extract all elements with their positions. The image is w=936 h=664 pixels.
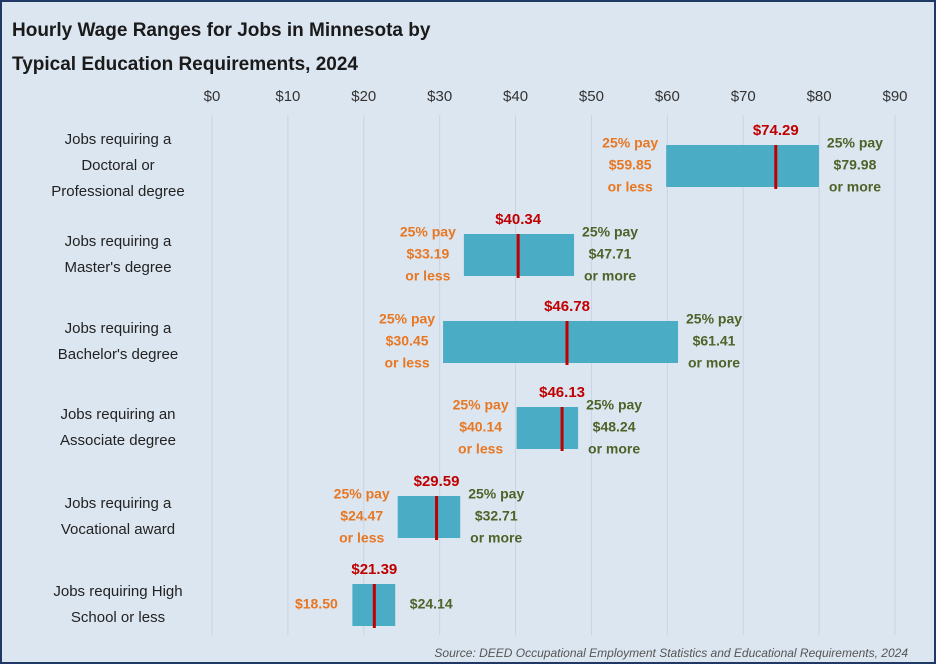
low-label: $30.45 — [386, 333, 429, 349]
median-label: $46.13 — [539, 384, 585, 401]
high-note: 25% pay — [686, 311, 742, 327]
high-note: or more — [470, 530, 522, 546]
x-tick-label: $0 — [204, 88, 221, 105]
category-label: Master's degree — [64, 259, 171, 276]
low-note: or less — [339, 530, 384, 546]
x-tick-label: $80 — [807, 88, 832, 105]
low-label: $59.85 — [609, 157, 652, 173]
x-tick-label: $70 — [731, 88, 756, 105]
range-bar — [516, 407, 579, 449]
high-note: 25% pay — [468, 486, 524, 502]
low-note: 25% pay — [379, 311, 435, 327]
chart-title: Hourly Wage Ranges for Jobs in Minnesota… — [12, 20, 431, 41]
low-note: or less — [385, 355, 430, 371]
category-label: School or less — [71, 609, 165, 626]
category-label: Associate degree — [60, 432, 176, 449]
category-label: Professional degree — [51, 183, 184, 200]
high-note: or more — [688, 355, 740, 371]
high-note: 25% pay — [586, 397, 642, 413]
low-note: 25% pay — [602, 135, 658, 151]
low-note: or less — [405, 268, 450, 284]
low-note: or less — [458, 441, 503, 457]
x-tick-label: $50 — [579, 88, 604, 105]
median-label: $46.78 — [544, 298, 590, 315]
category-label: Jobs requiring High — [53, 583, 182, 600]
category-label: Doctoral or — [81, 157, 154, 174]
median-label: $74.29 — [753, 122, 799, 139]
x-tick-label: $90 — [882, 88, 907, 105]
range-bar — [397, 496, 461, 538]
high-label: $32.71 — [475, 508, 518, 524]
high-note: or more — [588, 441, 640, 457]
low-note: 25% pay — [453, 397, 509, 413]
low-note: or less — [608, 179, 653, 195]
category-label: Bachelor's degree — [58, 346, 178, 363]
category-label: Jobs requiring a — [65, 233, 172, 250]
low-label: $40.14 — [459, 419, 502, 435]
category-label: Jobs requiring a — [65, 320, 172, 337]
low-label: $24.47 — [340, 508, 383, 524]
low-note: 25% pay — [334, 486, 390, 502]
high-label: $79.98 — [834, 157, 877, 173]
median-label: $40.34 — [495, 211, 542, 228]
high-note: or more — [829, 179, 881, 195]
median-label: $29.59 — [414, 473, 460, 490]
category-label: Jobs requiring a — [65, 131, 172, 148]
high-note: 25% pay — [582, 224, 638, 240]
x-tick-label: $40 — [503, 88, 528, 105]
x-tick-label: $30 — [427, 88, 452, 105]
high-label: $24.14 — [410, 596, 453, 612]
chart-title: Typical Education Requirements, 2024 — [12, 54, 358, 75]
high-label: $47.71 — [589, 246, 632, 262]
high-label: $48.24 — [593, 419, 636, 435]
category-label: Jobs requiring a — [65, 495, 172, 512]
range-bar — [443, 321, 679, 363]
high-label: $61.41 — [693, 333, 736, 349]
low-label: $33.19 — [406, 246, 449, 262]
x-tick-label: $60 — [655, 88, 680, 105]
x-tick-label: $20 — [351, 88, 376, 105]
low-note: 25% pay — [400, 224, 456, 240]
category-label: Vocational award — [61, 521, 175, 538]
high-note: 25% pay — [827, 135, 883, 151]
median-label: $21.39 — [351, 561, 397, 578]
category-label: Jobs requiring an — [60, 406, 175, 423]
range-bar — [666, 145, 819, 187]
x-tick-label: $10 — [275, 88, 300, 105]
high-note: or more — [584, 268, 636, 284]
source-note: Source: DEED Occupational Employment Sta… — [434, 646, 908, 660]
low-label: $18.50 — [295, 596, 338, 612]
